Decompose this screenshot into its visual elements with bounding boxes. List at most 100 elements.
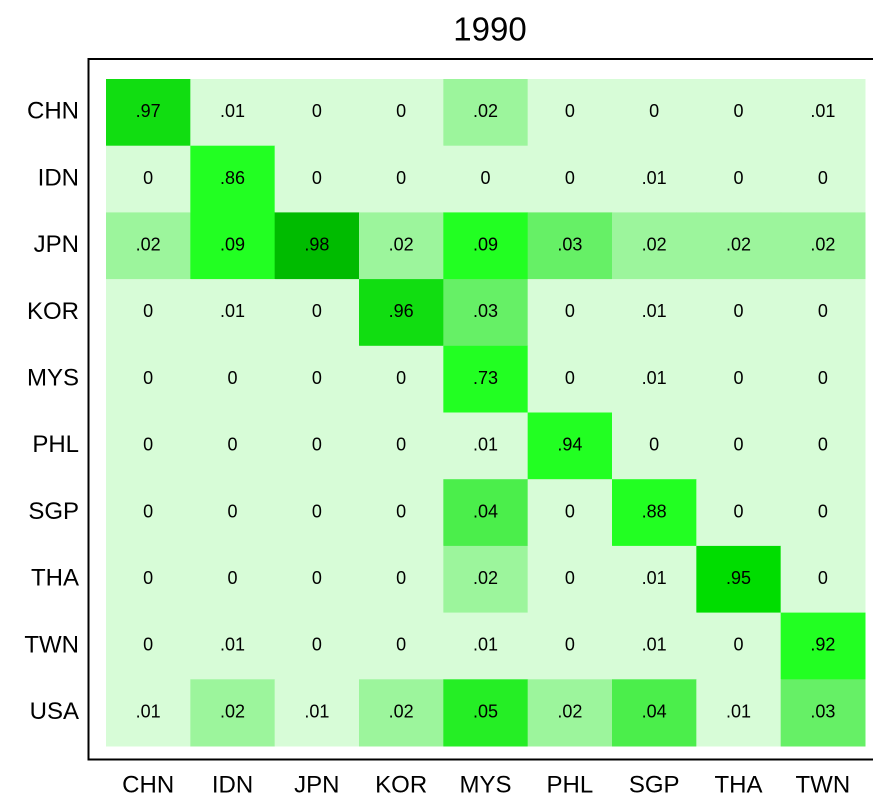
cell-label: .01 [473, 635, 498, 655]
cell-label: .04 [473, 501, 498, 521]
cell-label: 0 [396, 168, 406, 188]
cell-label: 0 [143, 168, 153, 188]
heatmap-cell [106, 612, 191, 680]
heatmap-cell [612, 679, 697, 747]
heatmap-cell [696, 279, 782, 347]
cell-label: 0 [649, 435, 659, 455]
heatmap-cell [443, 279, 529, 347]
x-tick-label: CHN [122, 771, 174, 798]
heatmap-cell [443, 545, 529, 614]
x-tick-label: TWN [796, 771, 851, 798]
heatmap-cell [527, 345, 613, 413]
cell-label: .01 [136, 701, 161, 721]
y-tick-label: USA [30, 698, 79, 725]
heatmap-cell [780, 212, 866, 280]
cell-label: 0 [143, 368, 153, 388]
cell-label: 0 [396, 568, 406, 588]
heatmap-cell [274, 345, 360, 413]
heatmap-cell [106, 545, 191, 614]
heatmap-cell [696, 679, 782, 747]
cell-label: .01 [473, 435, 498, 455]
y-tick-label: IDN [38, 164, 79, 191]
cell-label: .02 [642, 235, 667, 255]
heatmap-cell [359, 79, 444, 147]
heatmap-cell [106, 79, 191, 147]
heatmap-cell [106, 412, 191, 480]
cell-label: 0 [396, 635, 406, 655]
cell-label: .05 [473, 701, 498, 721]
cell-label: .02 [220, 701, 245, 721]
heatmap-cell [612, 412, 697, 480]
heatmap-cell [190, 345, 276, 413]
heatmap-cell [359, 212, 444, 280]
heatmap-cell [780, 545, 866, 614]
cell-label: .03 [473, 301, 498, 321]
cell-label: 0 [818, 368, 828, 388]
cell-label: 0 [312, 435, 322, 455]
heatmap-cell [106, 679, 191, 747]
heatmap-cell [527, 279, 613, 347]
heatmap-cell [612, 479, 697, 547]
cell-label: .03 [557, 235, 582, 255]
cell-label: 0 [649, 101, 659, 121]
cell-label: .01 [642, 168, 667, 188]
heatmap-cell [780, 412, 866, 480]
cell-label: .02 [473, 101, 498, 121]
cell-label: 0 [565, 168, 575, 188]
cell-label: 0 [312, 568, 322, 588]
y-tick-label: TWN [24, 631, 79, 658]
heatmap-cell [190, 212, 276, 280]
heatmap-cell [612, 279, 697, 347]
cell-label: 0 [480, 168, 490, 188]
heatmap-cell [359, 145, 444, 213]
cell-label: .98 [304, 235, 329, 255]
cell-label: .01 [220, 101, 245, 121]
heatmap-cell [527, 679, 613, 747]
cell-label: .02 [136, 235, 161, 255]
cell-label: 0 [818, 168, 828, 188]
heatmap-cell [106, 479, 191, 547]
heatmap-cell [527, 145, 613, 213]
heatmap-cell [190, 279, 276, 347]
heatmap-cell [780, 479, 866, 547]
cell-label: 0 [565, 635, 575, 655]
heatmap-cell [443, 412, 529, 480]
cell-label: 0 [733, 368, 743, 388]
heatmap-cell [780, 145, 866, 213]
heatmap-cell [443, 679, 529, 747]
heatmap-cell [443, 345, 529, 413]
y-tick-label: SGP [28, 498, 79, 525]
cell-label: 0 [312, 168, 322, 188]
heatmap-cell [696, 412, 782, 480]
heatmap-cell [527, 545, 613, 614]
chart-title: 1990 [453, 11, 526, 48]
cell-label: 0 [312, 101, 322, 121]
plot-frame [87, 58, 873, 761]
heatmap-cell [612, 345, 697, 413]
cell-label: .95 [726, 568, 751, 588]
cell-label: 0 [312, 635, 322, 655]
heatmap-cell [443, 479, 529, 547]
heatmap-cell [696, 612, 782, 680]
heatmap-cell [359, 479, 444, 547]
cell-label: .01 [220, 301, 245, 321]
heatmap-cell [190, 145, 276, 213]
heatmap-cell [106, 212, 191, 280]
cell-label: .73 [473, 368, 498, 388]
cell-label: 0 [396, 501, 406, 521]
cell-label: .94 [557, 435, 582, 455]
heatmap-cell [780, 345, 866, 413]
y-tick-label: THA [31, 565, 79, 592]
heatmap-cell [527, 79, 613, 147]
cell-label: .02 [389, 235, 414, 255]
x-tick-label: MYS [459, 771, 511, 798]
heatmap-cell [359, 412, 444, 480]
heatmap-cell [274, 412, 360, 480]
cell-label: .88 [642, 501, 667, 521]
cell-label: .01 [642, 301, 667, 321]
heatmap-cell [696, 212, 782, 280]
cell-label: .02 [726, 235, 751, 255]
heatmap-cell [274, 479, 360, 547]
cell-label: .01 [642, 368, 667, 388]
